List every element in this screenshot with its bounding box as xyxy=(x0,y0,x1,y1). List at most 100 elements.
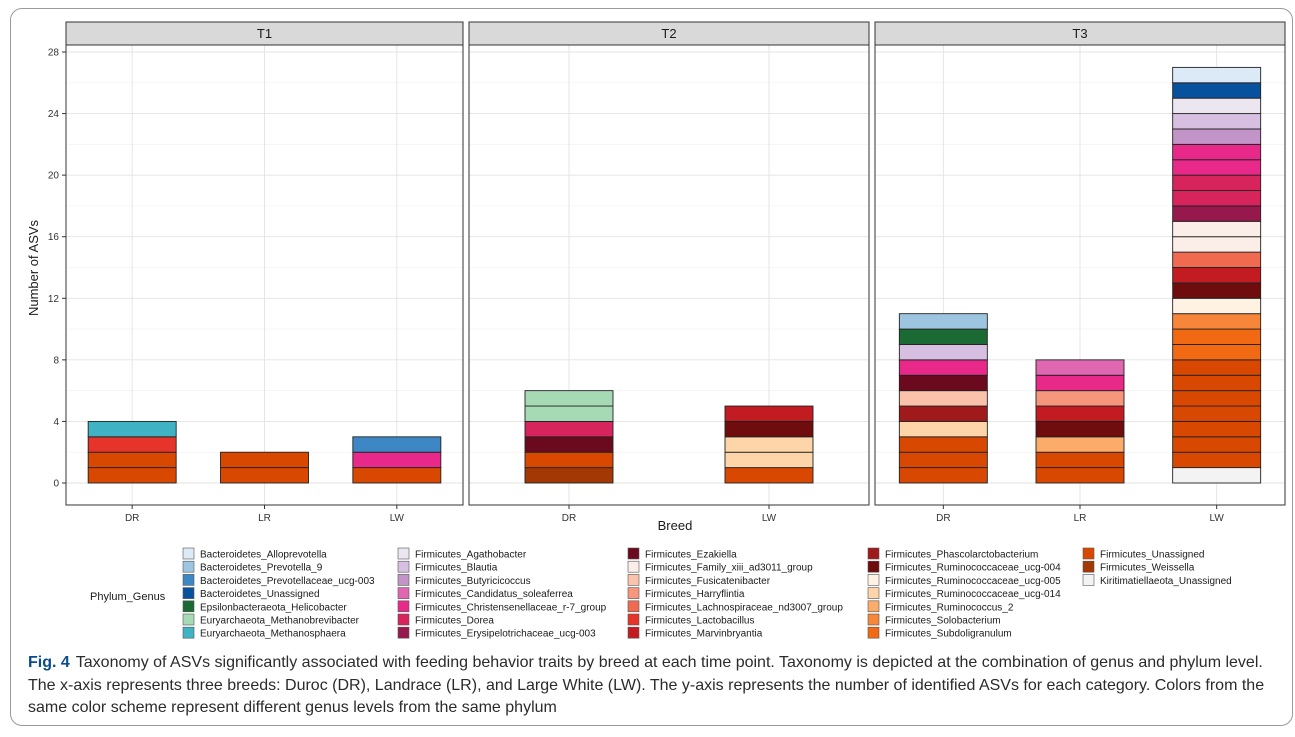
stacked-bar-chart: T1 DR LR LW T2 DR LW T3 DR LR LW 0 4 8 12 16 20 24 28 Breed… xyxy=(26,21,1286,640)
legend-label: Firmicutes_Weissella xyxy=(1100,563,1195,574)
legend-label: Epsilonbacteraeota_Helicobacter xyxy=(200,602,347,613)
legend-label: Firmicutes_Dorea xyxy=(415,616,494,627)
y-tick-label: 16 xyxy=(48,232,60,243)
legend-swatch xyxy=(182,574,195,586)
legend-label: Bacteroidetes_Alloprevotella xyxy=(200,550,327,561)
bar-segment xyxy=(724,405,814,422)
legend-label: Firmicutes_Christensenellaceae_r-7_group xyxy=(415,602,607,613)
bar-segment xyxy=(1172,359,1262,376)
bar-segment xyxy=(1172,82,1262,99)
bar-segment xyxy=(1172,251,1262,268)
panel-border xyxy=(65,44,464,506)
bar-segment xyxy=(1172,374,1262,392)
legend-label: Firmicutes_Harryflintia xyxy=(645,589,745,600)
bar-segment xyxy=(1172,174,1262,191)
caption-text: Taxonomy of ASVs significantly associate… xyxy=(28,654,1265,716)
legend-label: Firmicutes_Subdoligranulum xyxy=(885,629,1012,640)
bar-segment xyxy=(87,451,177,469)
legend-swatch xyxy=(397,560,410,573)
panel-border xyxy=(874,44,1286,506)
bar-segment xyxy=(898,328,988,345)
x-tick-label: LW xyxy=(390,513,405,524)
legend-label: Kiritimatiellaeota_Unassigned xyxy=(1100,576,1232,587)
bar-segment xyxy=(1172,328,1262,345)
panel-strip-label: T1 xyxy=(257,26,272,41)
bar-segment xyxy=(1172,205,1262,222)
bar-segment xyxy=(898,374,988,392)
legend-swatch xyxy=(627,547,640,560)
bar-segment xyxy=(1035,420,1125,438)
legend-label: Bacteroidetes_Prevotella_9 xyxy=(200,563,323,574)
legend-swatch xyxy=(182,587,195,599)
legend-label: Firmicutes_Family_xiii_ad3011_group xyxy=(645,563,813,574)
bar-segment xyxy=(1172,451,1262,469)
bar-segment xyxy=(1172,436,1262,453)
x-tick-label: LW xyxy=(1210,513,1225,524)
bar-segment xyxy=(352,467,442,484)
bar-segment xyxy=(1035,467,1125,484)
bar-segment xyxy=(1172,236,1262,253)
legend-swatch xyxy=(1082,547,1095,560)
bar-segment xyxy=(1172,97,1262,115)
legend-label: Firmicutes_Erysipelotrichaceae_ucg-003 xyxy=(415,629,596,640)
bar-segment xyxy=(724,436,814,453)
legend-label: Firmicutes_Solobacterium xyxy=(885,616,1001,627)
legend-swatch xyxy=(627,574,640,586)
x-axis-title: Breed xyxy=(658,518,693,533)
bar-segment xyxy=(1172,297,1262,315)
legend-swatch xyxy=(182,600,195,613)
figure-caption: Fig. 4 Taxonomy of ASVs significantly ass… xyxy=(28,652,1278,720)
bar-segment xyxy=(1172,113,1262,130)
legend-swatch xyxy=(867,613,880,626)
x-tick-label: LR xyxy=(1074,513,1087,524)
bar-segment xyxy=(724,420,814,438)
legend-label: Firmicutes_Ruminococcus_2 xyxy=(885,602,1014,613)
x-tick-label: LR xyxy=(258,513,271,524)
x-tick-label: DR xyxy=(562,513,576,524)
bar-segment xyxy=(524,390,614,407)
legend-label: Firmicutes_Fusicatenibacter xyxy=(645,576,771,587)
legend-swatch xyxy=(627,587,640,599)
bar-segment xyxy=(1035,359,1125,376)
y-tick-label: 12 xyxy=(48,294,60,305)
y-tick-label: 0 xyxy=(53,479,59,490)
bar-segment xyxy=(1172,159,1262,176)
y-tick-label: 20 xyxy=(48,171,60,182)
bar-segment xyxy=(1172,467,1262,484)
legend-swatch xyxy=(397,600,410,613)
legend-swatch xyxy=(182,626,195,639)
legend-label: Euryarchaeota_Methanosphaera xyxy=(200,629,346,640)
legend-swatch xyxy=(182,613,195,626)
bar-segment xyxy=(1172,344,1262,361)
bar-segment xyxy=(220,467,309,484)
y-tick-label: 24 xyxy=(48,109,60,120)
bar-segment xyxy=(898,390,988,407)
legend-label: Firmicutes_Candidatus_soleaferrea xyxy=(415,589,573,600)
legend-label: Firmicutes_Lachnospiraceae_nd3007_group xyxy=(645,602,843,613)
bar-segment xyxy=(724,467,814,484)
bar-segment xyxy=(898,405,988,422)
legend-swatch xyxy=(1082,574,1095,586)
legend-label: Firmicutes_Butyricicoccus xyxy=(415,576,531,587)
y-axis-title: Number of ASVs xyxy=(26,219,41,316)
legend-swatch xyxy=(867,560,880,573)
x-tick-label: LW xyxy=(762,513,777,524)
legend-swatch xyxy=(397,626,410,639)
legend-label: Firmicutes_Phascolarctobacterium xyxy=(885,550,1038,561)
bar-segment xyxy=(1172,128,1262,145)
bar-segment xyxy=(1172,190,1262,207)
bar-segment xyxy=(1172,313,1262,330)
legend-label: Firmicutes_Marvinbryantia xyxy=(645,629,763,640)
bar-segment xyxy=(220,451,309,469)
legend-swatch xyxy=(867,587,880,599)
bar-segment xyxy=(1035,390,1125,407)
legend-swatch xyxy=(627,560,640,573)
bar-segment xyxy=(1172,405,1262,422)
bar-segment xyxy=(1172,143,1262,161)
bar-segment xyxy=(898,344,988,361)
legend-swatch xyxy=(867,574,880,586)
legend-label: Firmicutes_Ezakiella xyxy=(645,550,737,561)
bar-segment xyxy=(1172,267,1262,284)
legend-label: Firmicutes_Ruminococcaceae_ucg-005 xyxy=(885,576,1061,587)
legend-label: Firmicutes_Agathobacter xyxy=(415,550,527,561)
